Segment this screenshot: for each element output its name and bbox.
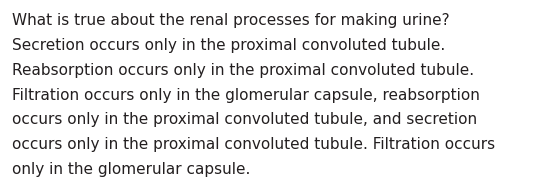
Text: What is true about the renal processes for making urine?: What is true about the renal processes f… [12,13,450,28]
Text: occurs only in the proximal convoluted tubule. Filtration occurs: occurs only in the proximal convoluted t… [12,137,496,152]
Text: Filtration occurs only in the glomerular capsule, reabsorption: Filtration occurs only in the glomerular… [12,88,480,103]
Text: Secretion occurs only in the proximal convoluted tubule.: Secretion occurs only in the proximal co… [12,38,445,53]
Text: Reabsorption occurs only in the proximal convoluted tubule.: Reabsorption occurs only in the proximal… [12,63,474,78]
Text: occurs only in the proximal convoluted tubule, and secretion: occurs only in the proximal convoluted t… [12,112,478,127]
Text: only in the glomerular capsule.: only in the glomerular capsule. [12,162,251,177]
